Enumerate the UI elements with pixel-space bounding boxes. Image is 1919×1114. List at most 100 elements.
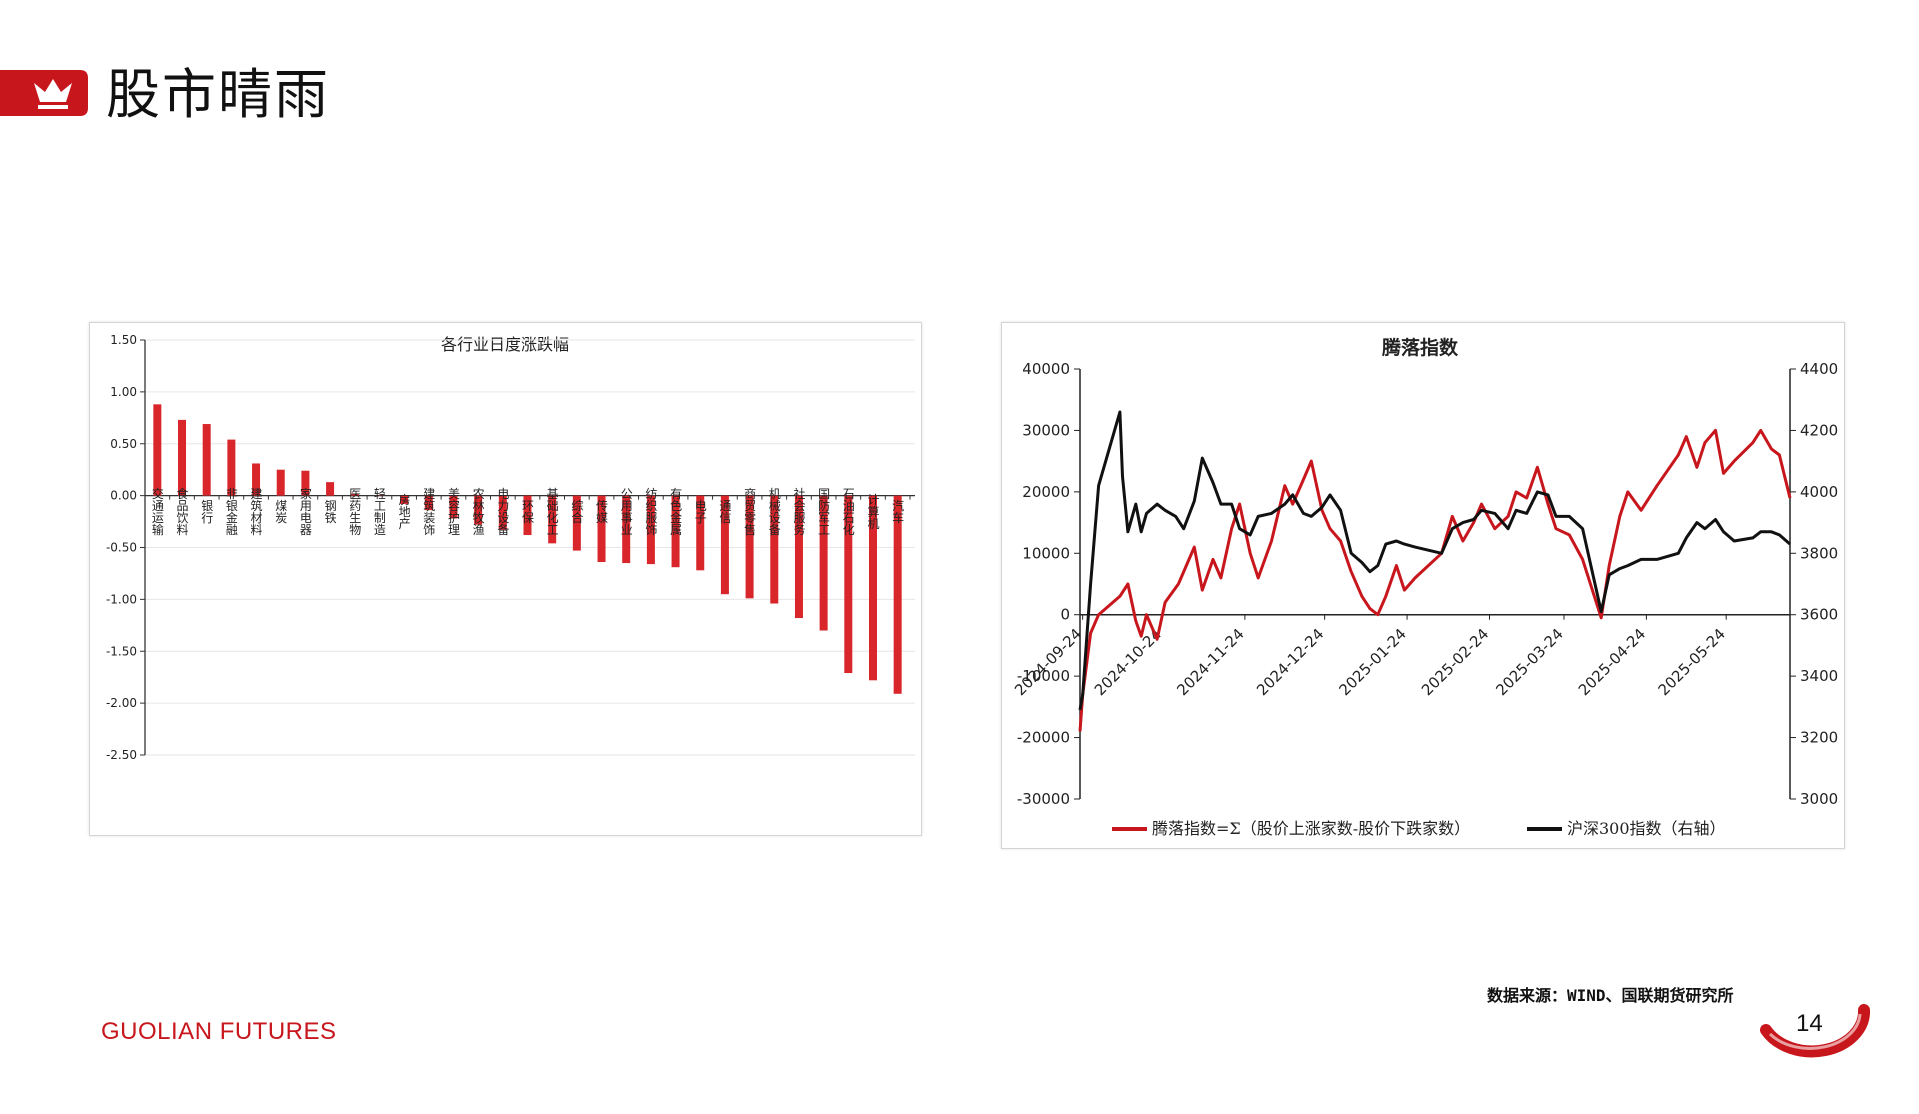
- x-tick-label: 公用事业: [619, 488, 633, 536]
- left-tick-label: 20000: [1022, 483, 1070, 501]
- x-tick-label: 家用电器: [298, 486, 312, 536]
- bar: [671, 495, 680, 568]
- right-tick-label: 3000: [1800, 790, 1838, 808]
- crown-icon: [0, 70, 88, 116]
- x-tick-label: 计算机: [866, 493, 880, 529]
- x-tick-label: 综合: [570, 499, 584, 523]
- x-tick-label: 电子: [693, 499, 707, 523]
- legend-label: 沪深300指数（右轴）: [1567, 819, 1726, 838]
- bar: [375, 495, 384, 497]
- bar: [646, 495, 655, 565]
- advance-decline-chart-panel: 腾落指数 40000 30000 20000 10000 0 -10000 -20000 -30…: [1001, 322, 1845, 849]
- bar: [548, 495, 557, 544]
- y-tick-label: 1.50: [110, 333, 137, 347]
- x-tick-label: 医药生物: [348, 488, 362, 536]
- bar: [202, 424, 211, 496]
- bar: [770, 495, 779, 604]
- x-tick-label: 非银金融: [224, 487, 238, 536]
- y-tick-label: -2.00: [106, 696, 137, 710]
- x-tick-label: 环保: [521, 500, 535, 524]
- x-tick-label: 传媒: [595, 498, 609, 523]
- bar: [252, 463, 261, 496]
- bar: [523, 495, 532, 536]
- bar: [572, 495, 581, 551]
- x-tick-label: 2024-12-24: [1253, 625, 1327, 699]
- x-tick-label: 2025-02-24: [1418, 625, 1492, 699]
- bar: [424, 495, 433, 511]
- x-tick-label: 美容护理: [446, 487, 460, 535]
- advance-decline-series-line: [1078, 428, 1792, 732]
- chart-title: 各行业日度涨跌幅: [441, 335, 569, 354]
- x-tick-label: 通信: [718, 499, 732, 524]
- bar: [622, 495, 631, 564]
- bar: [153, 404, 162, 496]
- y-tick-label: 1.00: [110, 385, 137, 399]
- x-tick-label: 电力设备: [496, 487, 510, 536]
- bar: [400, 495, 409, 504]
- y-tick-label: -2.50: [106, 748, 137, 762]
- left-tick-label: 0: [1060, 606, 1070, 624]
- left-tick-label: -30000: [1017, 790, 1070, 808]
- right-tick-label: 3800: [1800, 544, 1838, 562]
- bar: [301, 470, 310, 496]
- x-tick-label: 建筑材料: [249, 487, 263, 535]
- left-tick-label: -10000: [1017, 667, 1070, 685]
- x-tick-label: 石油石化: [841, 488, 855, 537]
- bar: [474, 495, 483, 525]
- bar: [720, 495, 729, 595]
- x-tick-label: 银行: [200, 499, 214, 523]
- right-tick-label: 4400: [1800, 360, 1838, 378]
- bar: [326, 482, 335, 496]
- right-tick-label: 4200: [1800, 421, 1838, 439]
- left-tick-label: 40000: [1022, 360, 1070, 378]
- footer-brand: GUOLIAN FUTURES: [101, 1018, 337, 1045]
- bar: [449, 495, 458, 519]
- left-tick-label: -20000: [1017, 729, 1070, 747]
- bar: [819, 495, 828, 631]
- x-tick-label: 基础化工: [545, 487, 559, 535]
- x-tick-label: 2025-03-24: [1492, 625, 1566, 699]
- x-tick-label: 钢铁: [323, 499, 337, 523]
- x-tick-label: 2025-05-24: [1655, 625, 1729, 699]
- bar: [844, 495, 853, 674]
- y-tick-label: 0.50: [110, 437, 137, 451]
- page-title: 股市晴雨: [106, 63, 330, 126]
- x-tick-label: 有色金属: [669, 487, 683, 536]
- bar: [696, 495, 705, 571]
- x-tick-label: 2025-01-24: [1336, 625, 1410, 699]
- y-tick-label: 0.00: [110, 489, 137, 503]
- page-number-arc-icon: [1760, 1004, 1870, 1058]
- x-tick-label: 食品饮料: [175, 486, 189, 535]
- x-tick-label: 纺织服饰: [644, 487, 658, 535]
- industry-bar-chart: 各行业日度涨跌幅 1.50 1.00 0.50 0.00 -0.50 -1.00 -1.50 -…: [106, 333, 915, 762]
- legend-label: 腾落指数=Σ（股价上涨家数-股价下跌家数）: [1152, 819, 1470, 838]
- bar: [597, 495, 606, 563]
- x-tick-label: 农林牧渔: [471, 487, 485, 535]
- x-tick-label: 房地产: [397, 492, 411, 530]
- y-tick-label: -1.00: [106, 592, 137, 606]
- bar: [178, 419, 187, 496]
- page-number: 14: [1796, 1010, 1823, 1037]
- right-tick-label: 4000: [1800, 483, 1838, 501]
- industry-bar-chart-panel: 各行业日度涨跌幅 1.50 1.00 0.50 0.00 -0.50 -1.00 -1.50 -…: [89, 322, 922, 836]
- x-tick-label: 汽车: [891, 498, 905, 524]
- bar: [868, 495, 877, 681]
- chart-title: 腾落指数: [1381, 336, 1459, 359]
- x-tick-label: 2024-09-24: [1011, 625, 1085, 699]
- bar: [498, 495, 507, 530]
- x-tick-label: 国防军工: [817, 488, 831, 536]
- right-tick-label: 3200: [1800, 729, 1838, 747]
- right-tick-label: 3400: [1800, 667, 1838, 685]
- x-tick-label: 交通运输: [150, 486, 164, 536]
- bar: [350, 493, 359, 496]
- bar: [227, 439, 236, 496]
- x-tick-label: 煤炭: [274, 499, 288, 524]
- y-tick-label: -0.50: [106, 541, 137, 555]
- x-tick-label: 2025-04-24: [1575, 625, 1649, 699]
- left-tick-label: 10000: [1022, 544, 1070, 562]
- x-tick-label: 建筑装饰: [422, 487, 436, 535]
- csi300-series-line: [1078, 410, 1791, 711]
- bar: [745, 495, 754, 599]
- bar: [276, 469, 285, 496]
- bar: [794, 495, 803, 619]
